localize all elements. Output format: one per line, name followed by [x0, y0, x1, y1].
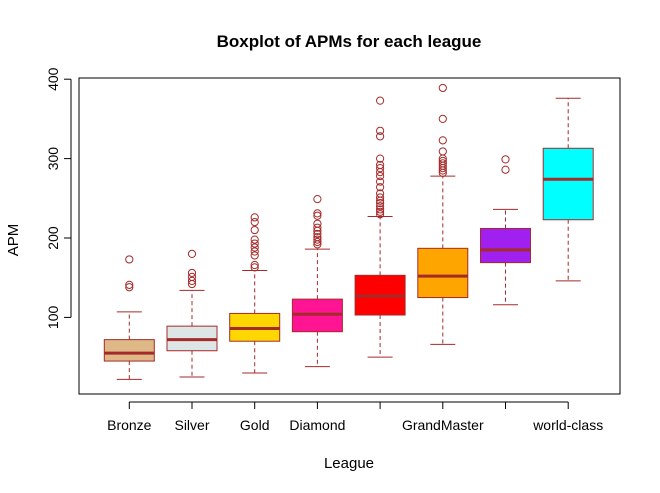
outlier-point: [187, 272, 197, 282]
outlier-point: [125, 280, 134, 289]
outlier-point: [250, 239, 259, 248]
x-tick-label: Diamond: [289, 417, 345, 433]
outlier-point: [250, 213, 259, 222]
outlier-point: [250, 263, 259, 272]
outlier-point: [313, 223, 322, 232]
box-group: [103, 255, 155, 380]
chart-title: Boxplot of APMs for each league: [217, 32, 482, 51]
outlier-point: [376, 207, 385, 216]
outlier-point: [376, 164, 385, 173]
box: [103, 339, 155, 362]
y-axis-label: APM: [5, 224, 22, 257]
outlier-point: [438, 114, 447, 124]
outlier-point: [187, 249, 197, 258]
x-tick-label: Bronze: [107, 417, 152, 433]
plot-frame: [78, 77, 621, 395]
x-axis-label: League: [324, 455, 374, 472]
outlier-point: [376, 132, 385, 141]
outlier-point: [438, 156, 447, 166]
outlier-point: [376, 160, 385, 170]
box-group: [542, 97, 594, 282]
outlier-point: [376, 202, 385, 211]
outlier-point: [438, 83, 447, 93]
outlier-point: [376, 183, 385, 192]
outlier-point: [250, 247, 259, 256]
box: [417, 247, 469, 299]
box-group: [291, 194, 343, 368]
box-group: [417, 83, 469, 345]
outlier-point: [438, 159, 447, 168]
box-group: [229, 213, 281, 374]
outlier-point: [376, 96, 385, 105]
outlier-point: [376, 126, 385, 135]
outlier-point: [250, 235, 259, 244]
y-axis: 100 200 300 400: [45, 67, 72, 330]
outlier-point: [187, 268, 197, 278]
outlier-point: [501, 155, 510, 164]
outlier-point: [313, 237, 322, 247]
outlier-point: [313, 229, 322, 239]
box: [480, 227, 531, 264]
box-group: [354, 96, 406, 358]
outlier-point: [501, 165, 510, 174]
x-axis: Bronze Silver Gold Diamond GrandMaster world-…: [107, 401, 603, 433]
outlier-point: [376, 189, 385, 198]
box-group: [166, 249, 218, 378]
outlier-point: [125, 255, 134, 264]
x-tick-label: world-class: [532, 417, 603, 433]
x-tick-label: Gold: [240, 417, 270, 433]
outlier-point: [250, 243, 259, 252]
outlier-point: [313, 233, 322, 242]
x-tick-label: GrandMaster: [402, 417, 484, 433]
outlier-point: [376, 177, 385, 186]
outlier-point: [313, 209, 322, 218]
outlier-point: [376, 154, 385, 163]
outlier-point: [438, 147, 447, 156]
outlier-point: [376, 198, 385, 208]
box: [542, 147, 594, 221]
y-tick-label: 400: [45, 67, 61, 91]
outlier-point: [376, 193, 385, 202]
outlier-point: [250, 225, 259, 235]
outlier-point: [376, 210, 385, 219]
box-group: [480, 155, 531, 306]
boxes-group: [103, 83, 594, 380]
outlier-point: [187, 276, 197, 285]
outlier-point: [313, 194, 322, 204]
outlier-point: [250, 218, 259, 227]
outlier-point: [125, 283, 134, 292]
outlier-point: [376, 205, 385, 214]
outlier-point: [313, 235, 322, 244]
outlier-point: [250, 251, 259, 260]
outlier-point: [313, 219, 322, 228]
outlier-point: [250, 260, 259, 270]
x-tick-label: Silver: [174, 417, 209, 433]
y-tick-label: 200: [45, 226, 61, 250]
outlier-point: [438, 136, 447, 145]
outlier-point: [376, 171, 385, 181]
outlier-point: [313, 211, 322, 220]
y-tick-label: 300: [45, 147, 61, 171]
y-tick-label: 100: [45, 306, 61, 330]
